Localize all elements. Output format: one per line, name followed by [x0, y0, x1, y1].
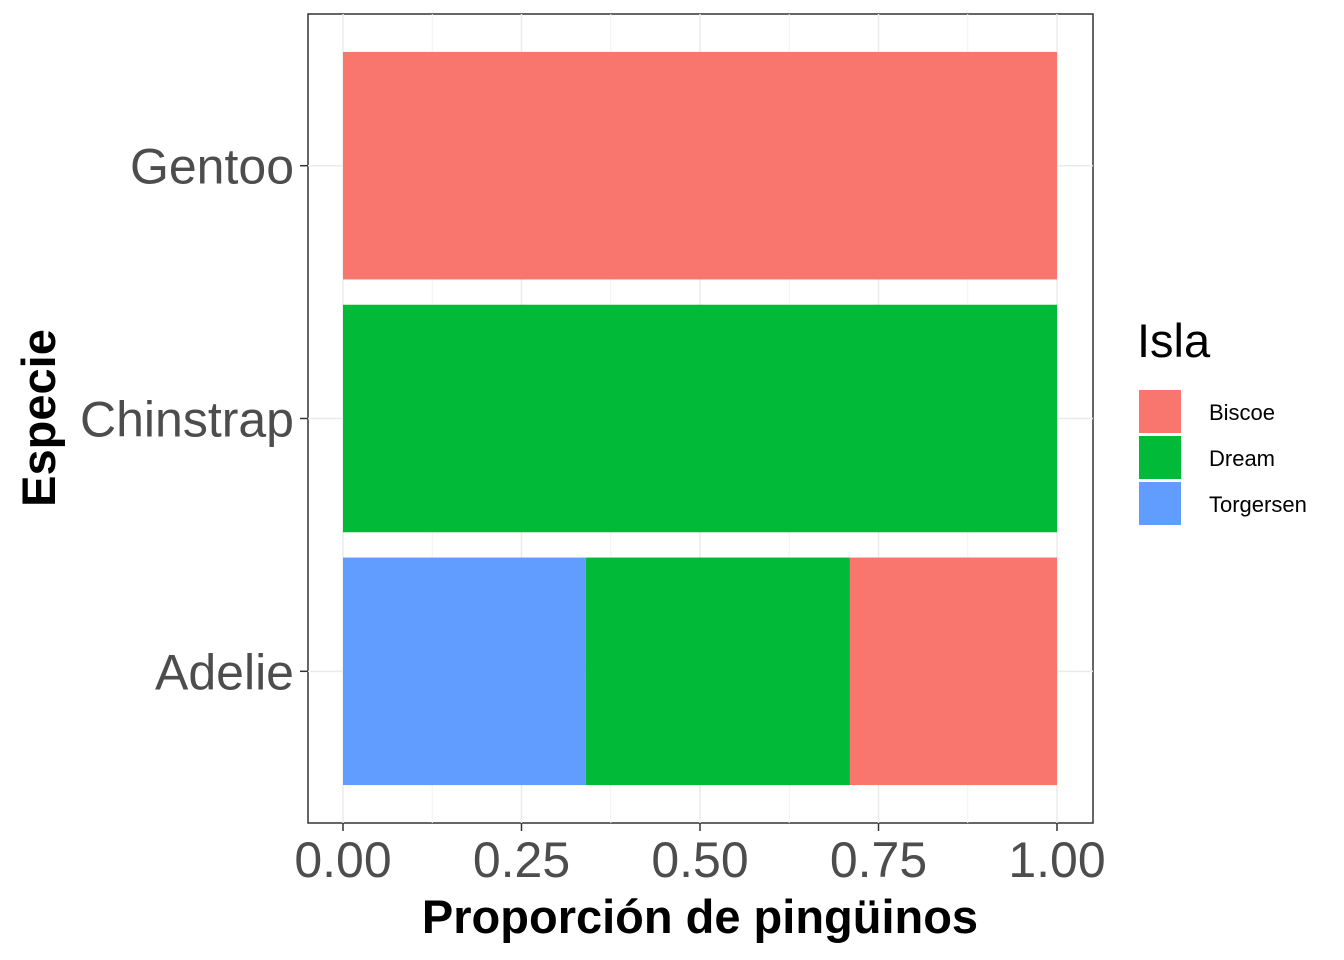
legend-label-biscoe: Biscoe: [1209, 400, 1275, 425]
legend-key-dream: [1139, 436, 1181, 479]
legend-key-torgersen: [1139, 482, 1181, 525]
x-tick-label: 0.00: [294, 832, 391, 888]
x-tick-label: 0.25: [473, 832, 570, 888]
bar-adelie-torgersen: [343, 557, 586, 786]
bar-adelie-biscoe: [849, 557, 1057, 786]
bar-adelie-dream: [585, 557, 850, 786]
y-tick-label: Gentoo: [130, 139, 294, 195]
legend-label-dream: Dream: [1209, 446, 1275, 471]
bar-gentoo-biscoe: [343, 51, 1057, 280]
legend-label-torgersen: Torgersen: [1209, 492, 1307, 517]
bar-chinstrap-dream: [343, 304, 1057, 533]
x-axis: 0.00 0.25 0.50 0.75 1.00: [294, 823, 1106, 888]
legend-key-biscoe: [1139, 390, 1181, 433]
y-tick-label: Adelie: [155, 644, 294, 700]
x-tick-label: 0.75: [830, 832, 927, 888]
legend: Isla Biscoe Dream Torgersen: [1137, 314, 1307, 525]
x-tick-label: 1.00: [1008, 832, 1105, 888]
x-axis-title: Proporción de pingüinos: [422, 890, 978, 943]
y-axis: Adelie Chinstrap Gentoo: [80, 139, 308, 700]
y-axis-title: Especie: [12, 329, 65, 507]
legend-title: Isla: [1137, 314, 1211, 367]
y-tick-label: Chinstrap: [80, 392, 294, 448]
x-tick-label: 0.50: [651, 832, 748, 888]
bars: [343, 51, 1057, 786]
